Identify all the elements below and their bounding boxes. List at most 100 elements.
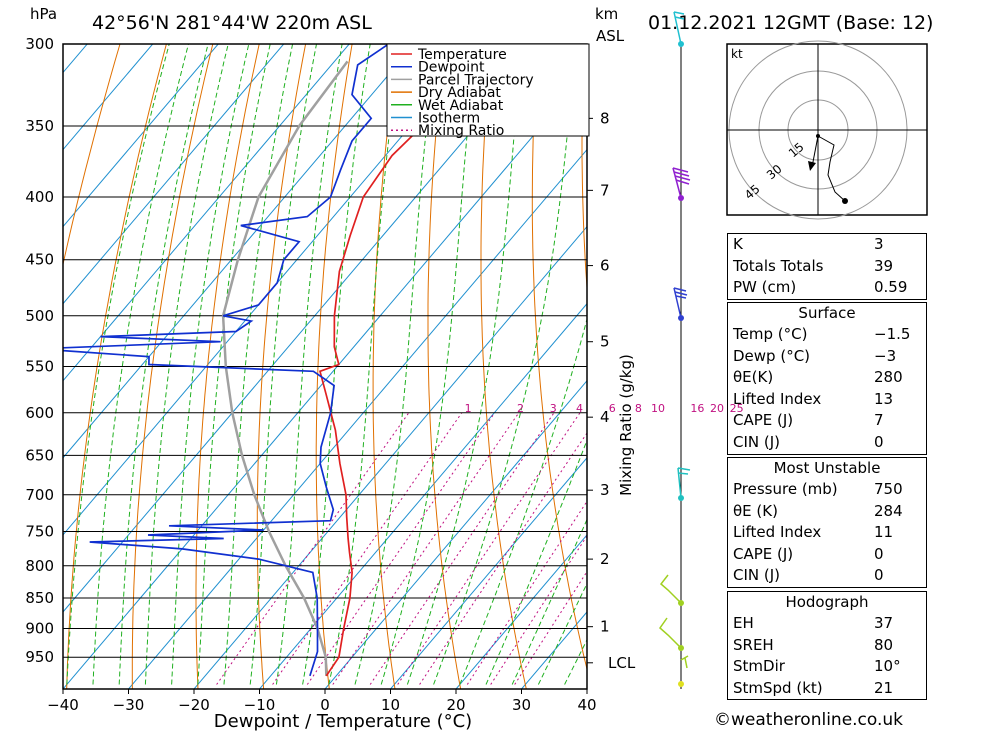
storm-motion-arrowhead — [808, 161, 816, 171]
x-tick-label: −40 — [47, 696, 79, 714]
mixing-ratio-label: 6 — [609, 402, 616, 415]
surface-value: 13 — [874, 389, 894, 408]
surface-row: CIN (J) 0 — [728, 432, 926, 454]
hodograph-param-value: 10° — [874, 657, 901, 676]
hodograph-param-label: StmDir — [733, 657, 785, 676]
surface-label: CAPE (J) — [733, 411, 794, 430]
profile-dewpoint — [63, 44, 390, 677]
hodograph-param-value: 80 — [874, 635, 894, 654]
isotherm-line — [193, 225, 587, 689]
surface-label: θE(K) — [733, 368, 774, 387]
most-unstable-row: Lifted Index 11 — [728, 522, 926, 544]
mixing-ratio-line — [514, 570, 587, 685]
mixing-ratio-line — [272, 412, 463, 685]
isotherm-line — [324, 379, 587, 689]
pressure-tick-label: 550 — [25, 357, 54, 375]
mixing-ratio-line — [306, 412, 496, 685]
most-unstable-row: CIN (J) 0 — [728, 565, 926, 587]
legend-label: Wet Adiabat — [418, 98, 504, 114]
x-axis-label: Dewpoint / Temperature (°C) — [214, 711, 472, 732]
height-tick-label: 6 — [600, 257, 610, 275]
isotherm-line — [63, 71, 587, 689]
wind-barb-700 — [677, 467, 691, 499]
surface-label: CIN (J) — [733, 432, 781, 451]
x-tick-label: −10 — [244, 696, 276, 714]
dry-adiabat-line — [256, 44, 307, 689]
profile-parcel-trajectory — [221, 60, 349, 676]
height-tick-label: 8 — [600, 109, 610, 127]
wind-dot-surface — [678, 681, 684, 687]
wind-dot-700 — [678, 495, 684, 501]
pressure-tick-label: 950 — [25, 648, 54, 666]
height-tick-label: 5 — [600, 333, 610, 351]
most-unstable-label: Pressure (mb) — [733, 480, 838, 498]
most-unstable-label: θE (K) — [733, 501, 778, 520]
dry-adiabat-line — [63, 44, 121, 267]
dry-adiabat-line — [131, 44, 214, 689]
most-unstable-value: 11 — [874, 523, 894, 542]
most-unstable-value: 284 — [874, 501, 903, 520]
pressure-tick-label: 600 — [25, 404, 54, 422]
wet-adiabat-line — [197, 44, 271, 685]
hodograph-param-row: StmSpd (kt) 21 — [728, 678, 926, 700]
height-tick-label: LCL — [608, 654, 636, 672]
storm-motion-vector — [811, 135, 819, 168]
hodograph-param-row: SREH 80 — [728, 635, 926, 657]
credit: ©weatheronline.co.uk — [714, 710, 904, 730]
hodograph-trace — [817, 135, 846, 202]
mixing-ratio-label: 8 — [635, 402, 642, 415]
pressure-tick-label: 500 — [25, 307, 54, 325]
height-tick-label: 4 — [600, 408, 610, 426]
pw-label: PW (cm) — [733, 278, 797, 297]
x-tick-label: 0 — [320, 696, 330, 714]
wet-adiabat-line — [433, 44, 577, 685]
surface-label: Temp (°C) — [733, 325, 808, 343]
most-unstable-value: 0 — [874, 544, 884, 563]
dry-adiabat-line — [987, 0, 1000, 711]
wet-adiabat-line — [66, 44, 170, 685]
pressure-unit: hPa — [30, 5, 57, 23]
mixing-ratio-label: 2 — [517, 402, 524, 415]
most-unstable-label: CIN (J) — [733, 566, 781, 585]
x-tick-label: 30 — [512, 696, 531, 714]
height-unit-asl: ASL — [596, 27, 625, 45]
wet-adiabat-line — [302, 44, 371, 685]
height-tick-label: 2 — [600, 550, 610, 568]
height-tick-label: 3 — [600, 481, 610, 499]
wet-adiabat-line — [354, 44, 437, 685]
surface-row: Lifted Index 13 — [728, 389, 926, 411]
most-unstable-title: Most Unstable — [773, 459, 881, 477]
hodograph-param-row: EH 37 — [728, 613, 926, 635]
mixing-ratio-label: 16 — [690, 402, 704, 415]
hodograph-param-row: StmDir 10° — [728, 656, 926, 678]
wet-adiabat-line — [328, 44, 402, 685]
surface-row: θE(K) 280 — [728, 367, 926, 389]
wind-barb-925 — [658, 617, 689, 669]
surface-value: −3 — [874, 346, 897, 365]
profile-temperature — [318, 44, 521, 677]
isotherm-line — [63, 44, 154, 151]
wet-adiabat-line — [380, 44, 477, 685]
mixing-ratio-label: 4 — [576, 402, 583, 415]
most-unstable-row: CAPE (J) 0 — [728, 544, 926, 566]
isotherm-line — [258, 302, 587, 689]
surface-label: Lifted Index — [733, 389, 822, 408]
mixing-ratio-label: 3 — [550, 402, 557, 415]
isotherm-line — [389, 457, 587, 689]
pressure-tick-label: 800 — [25, 557, 54, 575]
mixing-ratio-label: 20 — [710, 402, 724, 415]
most-unstable-label: Lifted Index — [733, 523, 822, 542]
wet-adiabat-line — [249, 44, 318, 685]
surface-label: Dewp (°C) — [733, 346, 811, 365]
mixing-ratio-line — [332, 412, 520, 685]
surface-value: −1.5 — [874, 325, 911, 343]
isotherm-line — [127, 148, 587, 689]
hodograph-params-table: Hodograph EH 37 SREH 80 StmDir 10° StmSpd (kt)… — [727, 591, 927, 701]
pressure-tick-label: 850 — [25, 589, 54, 607]
wind-barb-850 — [659, 574, 682, 604]
hodograph-param-label: SREH — [733, 635, 774, 654]
isotherm-line — [63, 44, 285, 305]
x-tick-label: −30 — [113, 696, 145, 714]
